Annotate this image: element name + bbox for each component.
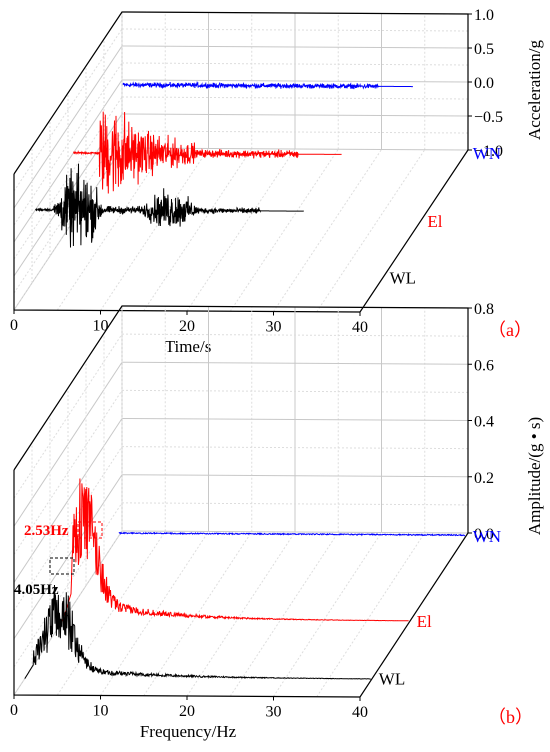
floor-line [56, 530, 166, 696]
back-wall-hline [121, 389, 469, 393]
series-el [72, 111, 342, 194]
panel-b-xlabel: Frequency/Hz [140, 722, 237, 741]
peak-box-el [77, 521, 103, 539]
x-tick-label: 40 [352, 319, 368, 336]
panel-a-ylabel: Acceleration/g [525, 39, 544, 140]
floor-line [229, 531, 339, 697]
side-wall-line [13, 28, 123, 192]
panel-a-series [35, 80, 413, 248]
back-wall-hline [121, 28, 469, 32]
back-wall-hline [121, 361, 469, 365]
series-el [62, 478, 409, 622]
side-wall-line [13, 96, 123, 260]
x-tick-label: 20 [179, 703, 195, 720]
x-tick-label: 10 [93, 318, 109, 335]
floor-line [186, 531, 296, 697]
x-tick-label: 20 [179, 318, 195, 335]
x-tick-label: 30 [266, 704, 282, 721]
series-wl [35, 163, 304, 248]
series-wl [24, 584, 371, 680]
panel-a-ticks: 0 10 20 30 40 1.0 0.5 0.0 −0.5 −1.0WN El WL [10, 7, 503, 336]
x-tick-label: 0 [10, 702, 18, 719]
back-wall-hline [121, 147, 469, 151]
panel-b: 0 10 20 30 40 0.8 0.6 0.4 0.2 0.0WN El WL Frequency… [10, 301, 544, 741]
back-wall-hline [121, 418, 469, 421]
floor-line [186, 148, 296, 312]
peak-box-wl [49, 557, 75, 575]
panel-b-ylabel: Amplitude/(g • s) [525, 417, 544, 535]
back-wall-hline [121, 113, 469, 117]
floor-line [100, 531, 209, 696]
series-wn [118, 531, 466, 537]
peak-label-wl: 4.05Hz [14, 582, 59, 598]
y-tick-label: 0.0 [474, 526, 494, 543]
series-wn [122, 80, 413, 90]
floor-line [229, 148, 339, 312]
x-tick-label: 30 [266, 319, 282, 336]
depth-label-el: El [417, 612, 432, 631]
y-tick-label: 0.8 [474, 301, 494, 318]
panel-a-xlabel: Time/s [165, 337, 212, 356]
floor-line [273, 149, 382, 312]
floor-line [143, 148, 253, 312]
floor-line [273, 532, 382, 697]
back-wall-hline [121, 62, 469, 66]
back-wall-hline [121, 446, 469, 450]
panel-b-label: （b） [488, 707, 533, 727]
floor-line [100, 148, 209, 311]
back-wall-hline [121, 474, 469, 478]
y-tick-label: −0.5 [474, 109, 503, 126]
depth-label-wl: WL [390, 269, 416, 288]
panel-b-ticks: 0 10 20 30 40 0.8 0.6 0.4 0.2 0.0WN El WL [10, 301, 501, 721]
y-tick-label: −1.0 [474, 143, 503, 160]
y-tick-label: 1.0 [474, 7, 494, 24]
back-wall-hline [121, 130, 469, 134]
panel-a-grid [13, 11, 469, 313]
floor-line [13, 147, 123, 311]
panel-b-series [24, 478, 466, 680]
back-wall-hline [121, 45, 469, 49]
x-tick-label: 40 [352, 704, 368, 721]
back-wall-hline [121, 333, 469, 337]
back-wall-hline [121, 96, 469, 100]
x-tick-label: 10 [93, 703, 109, 720]
x-tick-label: 0 [10, 317, 18, 334]
y-tick-label: 0.2 [474, 470, 494, 487]
back-wall-hline [121, 502, 469, 506]
depth-label-wn: WN [473, 527, 501, 546]
floor-line [143, 531, 253, 697]
y-tick-label: 0.4 [474, 414, 494, 431]
back-wall-hline [121, 79, 469, 83]
floor-line [316, 532, 426, 698]
depth-label-el: El [427, 212, 442, 231]
y-tick-label: 0.6 [474, 357, 494, 374]
floor-line [316, 149, 426, 313]
y-tick-label: 0.0 [474, 75, 494, 92]
panel-b-annotations: 2.53Hz 4.05Hz [14, 521, 103, 598]
panel-a-label: （a） [488, 320, 532, 340]
y-tick-label: 0.5 [474, 41, 494, 58]
depth-label-wn: WN [473, 144, 501, 163]
depth-label-wl: WL [379, 670, 405, 689]
floor-line [56, 147, 166, 311]
peak-label-el: 2.53Hz [24, 523, 69, 539]
